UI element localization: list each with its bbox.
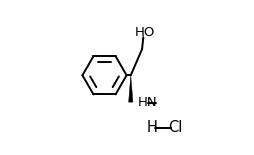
Text: Cl: Cl [168,120,182,135]
Text: HN: HN [138,96,157,109]
Polygon shape [129,75,133,102]
Text: HO: HO [135,26,155,39]
Text: H: H [147,120,158,135]
